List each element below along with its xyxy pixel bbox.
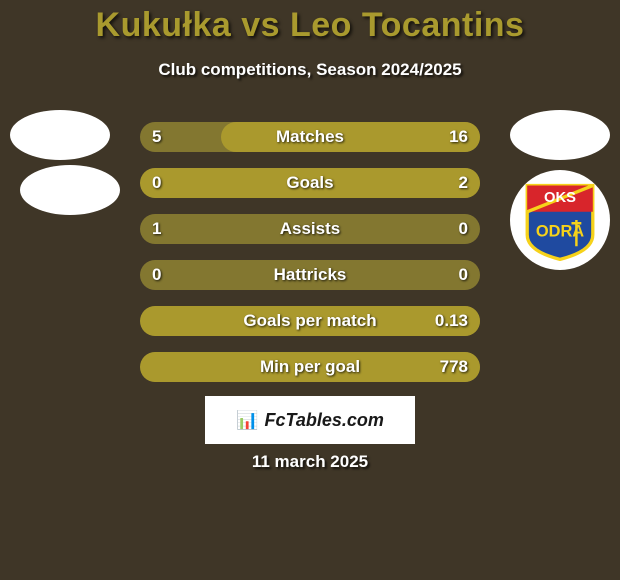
stat-row: Goals per match0.13 [140,306,480,336]
stat-value-right: 0.13 [435,306,468,336]
stat-label: Matches [140,122,480,152]
stat-value-right: 0 [459,260,468,290]
stat-row: 0Goals2 [140,168,480,198]
stat-label: Goals [140,168,480,198]
infographic-canvas: Kukułka vs Leo Tocantins Club competitio… [0,0,620,580]
player1-avatar-placeholder [10,110,110,160]
branding-plate: 📊 FcTables.com [205,396,415,444]
stats-bars-container: 5Matches160Goals21Assists00Hattricks0Goa… [140,122,480,398]
stat-row: 5Matches16 [140,122,480,152]
svg-text:OKS: OKS [544,190,576,206]
stat-value-right: 16 [449,122,468,152]
stat-value-right: 0 [459,214,468,244]
stat-value-right: 778 [440,352,468,382]
stat-label: Assists [140,214,480,244]
date-text: 11 march 2025 [0,452,620,472]
player1-club-placeholder [20,165,120,215]
stat-row: Min per goal778 [140,352,480,382]
page-title: Kukułka vs Leo Tocantins [0,6,620,45]
odra-shield-icon: OKS ODRA [519,179,601,261]
stat-row: 1Assists0 [140,214,480,244]
fctables-logo-icon: 📊 [236,410,258,431]
player2-avatar-placeholder [510,110,610,160]
stat-row: 0Hattricks0 [140,260,480,290]
player2-club-badge: OKS ODRA [510,170,610,270]
stat-label: Hattricks [140,260,480,290]
stat-label: Min per goal [140,352,480,382]
stat-value-right: 2 [459,168,468,198]
stat-label: Goals per match [140,306,480,336]
page-subtitle: Club competitions, Season 2024/2025 [0,60,620,80]
branding-text: FcTables.com [265,410,384,431]
